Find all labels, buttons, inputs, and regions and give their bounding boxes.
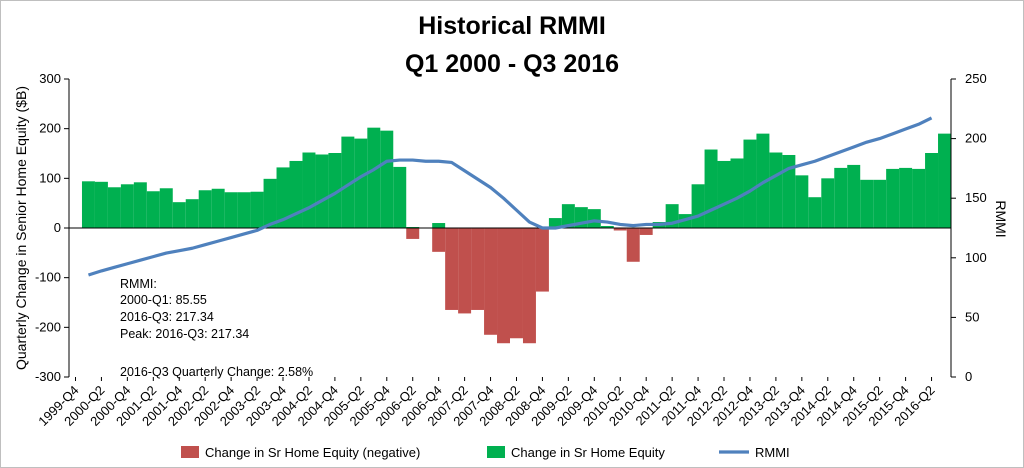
bar-positive-2000-Q2 [94, 181, 108, 228]
bar-positive-2014-Q4 [847, 164, 861, 228]
bar-positive-2010-Q1 [600, 226, 614, 228]
bar-negative-2008-Q2 [510, 228, 523, 339]
bar-positive-2005-Q3 [367, 127, 381, 228]
bar-positive-2009-Q1 [548, 218, 562, 228]
bar-positive-2004-Q4 [328, 153, 342, 228]
bar-positive-2002-Q4 [224, 192, 238, 228]
x-axis-ticks: 1999-Q42000-Q22000-Q42001-Q22001-Q42002-… [35, 377, 938, 429]
bar-positive-2000-Q1 [81, 181, 95, 228]
bar-positive-2013-Q1 [756, 133, 770, 228]
right-tick-label: 100 [965, 250, 987, 265]
bar-positive-2012-Q3 [730, 158, 744, 228]
bar-positive-2001-Q3 [159, 188, 173, 228]
bar-negative-2008-Q3 [522, 228, 536, 344]
left-axis-ticks: 300 200 100 0 -100 -200 -300 [35, 71, 69, 384]
bar-positive-2005-Q2 [354, 138, 368, 228]
annotation-line-1: RMMI: [120, 277, 157, 291]
right-tick-label: 150 [965, 190, 987, 205]
bar-positive-2001-Q4 [172, 202, 186, 228]
bar-positive-2012-Q1 [704, 149, 718, 228]
bar-positive-2000-Q3 [107, 187, 121, 228]
bar-negative-2008-Q4 [535, 228, 549, 292]
bar-positive-2012-Q2 [717, 160, 731, 228]
right-tick-label: 250 [965, 71, 987, 86]
bar-positive-2003-Q3 [263, 178, 277, 228]
annotation-line-5: 2016-Q3 Quarterly Change: 2.58% [120, 365, 313, 379]
bar-positive-2015-Q1 [860, 179, 874, 228]
chart-title-line2: Q1 2000 - Q3 2016 [405, 50, 619, 78]
legend-label-negative: Change in Sr Home Equity (negative) [205, 445, 420, 460]
bar-negative-2006-Q4 [432, 228, 446, 252]
bar-positive-2001-Q1 [133, 182, 147, 228]
bar-positive-2004-Q3 [315, 154, 329, 228]
bar-positive-2009-Q4 [587, 209, 601, 228]
legend-label-rmmi: RMMI [755, 445, 790, 460]
bar-positive-2002-Q2 [198, 190, 212, 228]
left-tick-label: 200 [39, 121, 61, 136]
bar-positive-2016-Q2 [925, 153, 939, 228]
left-tick-label: -100 [35, 270, 61, 285]
annotation-line-4: Peak: 2016-Q3: 217.34 [120, 327, 249, 341]
bar-positive-2003-Q4 [276, 167, 290, 228]
bar-positive-2003-Q1 [237, 192, 251, 228]
bars-group [81, 127, 951, 344]
bar-positive-2013-Q3 [782, 154, 796, 228]
bar-positive-2004-Q1 [289, 160, 303, 228]
right-tick-label: 0 [965, 369, 972, 384]
left-axis-label: Quarterly Change in Senior Home Equity (… [13, 86, 29, 370]
bar-negative-2010-Q2 [613, 228, 627, 231]
left-tick-label: -300 [35, 369, 61, 384]
bar-negative-2007-Q3 [471, 228, 485, 310]
chart-title-line1: Historical RMMI [418, 12, 606, 40]
bar-positive-2014-Q2 [821, 178, 835, 228]
bar-negative-2007-Q1 [445, 228, 459, 310]
annotation-line-2: 2000-Q1: 85.55 [120, 293, 207, 307]
right-tick-label: 200 [965, 131, 987, 146]
bar-positive-2001-Q2 [146, 191, 160, 228]
bar-negative-2008-Q1 [497, 228, 510, 344]
bar-positive-2002-Q3 [211, 188, 225, 228]
bar-positive-2000-Q4 [120, 184, 134, 228]
right-axis-ticks: 250 200 150 100 50 0 [951, 71, 987, 384]
bar-positive-2015-Q3 [886, 168, 900, 228]
left-tick-label: 300 [39, 71, 61, 86]
bar-positive-2003-Q2 [250, 191, 264, 228]
bar-positive-2015-Q4 [899, 167, 913, 228]
rmmi-line-series [87, 116, 933, 277]
bar-positive-2002-Q1 [185, 199, 199, 228]
bar-negative-2010-Q3 [626, 228, 640, 262]
bar-negative-2007-Q4 [484, 228, 498, 335]
bar-positive-2006-Q4 [432, 223, 446, 228]
bar-positive-2014-Q1 [808, 197, 822, 228]
right-axis-label: RMMI [993, 200, 1009, 237]
legend: Change in Sr Home Equity (negative) Chan… [181, 445, 790, 460]
bar-positive-2005-Q1 [341, 136, 355, 228]
bar-positive-2011-Q4 [691, 184, 705, 228]
left-tick-label: 0 [54, 220, 61, 235]
bar-positive-2005-Q4 [380, 130, 394, 228]
bar-negative-2010-Q4 [639, 228, 653, 235]
bar-positive-2012-Q4 [743, 139, 757, 228]
legend-swatch-negative [181, 446, 199, 458]
legend-label-positive: Change in Sr Home Equity [511, 445, 665, 460]
annotation-box: RMMI: 2000-Q1: 85.55 2016-Q3: 217.34 Pea… [120, 277, 313, 379]
bar-positive-2013-Q4 [795, 175, 809, 228]
bar-positive-2015-Q2 [873, 179, 887, 228]
left-tick-label: -200 [35, 319, 61, 334]
left-tick-label: 100 [39, 170, 61, 185]
right-tick-label: 50 [965, 309, 979, 324]
bar-positive-2004-Q2 [302, 152, 316, 228]
bar-positive-2016-Q1 [912, 168, 926, 228]
legend-swatch-positive [487, 446, 505, 458]
bar-positive-2016-Q3 [938, 133, 951, 228]
bar-negative-2007-Q2 [458, 228, 472, 314]
bar-positive-2014-Q3 [834, 167, 848, 228]
bar-positive-2013-Q2 [769, 152, 783, 228]
annotation-line-3: 2016-Q3: 217.34 [120, 310, 214, 324]
bar-positive-2006-Q1 [393, 166, 407, 228]
bar-negative-2006-Q2 [406, 228, 420, 239]
bar-positive-2009-Q2 [561, 204, 575, 228]
